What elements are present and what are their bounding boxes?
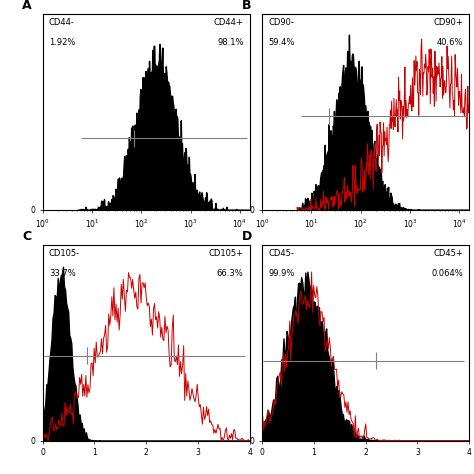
Text: 0.064%: 0.064%: [431, 269, 463, 278]
Text: D: D: [241, 230, 252, 243]
Text: CD44-: CD44-: [49, 18, 75, 27]
Text: CD45+: CD45+: [433, 249, 463, 258]
Text: 1.92%: 1.92%: [49, 38, 75, 47]
Text: B: B: [241, 0, 251, 12]
Text: CD90-: CD90-: [268, 18, 294, 27]
Text: 98.1%: 98.1%: [217, 38, 244, 47]
Text: CD105+: CD105+: [209, 249, 244, 258]
Text: CD45-: CD45-: [268, 249, 294, 258]
Text: 66.3%: 66.3%: [217, 269, 244, 278]
Text: C: C: [22, 230, 31, 243]
Text: 59.4%: 59.4%: [268, 38, 295, 47]
Text: 40.6%: 40.6%: [437, 38, 463, 47]
Text: A: A: [22, 0, 32, 12]
Text: 33.7%: 33.7%: [49, 269, 76, 278]
Text: CD105-: CD105-: [49, 249, 80, 258]
Text: 99.9%: 99.9%: [268, 269, 295, 278]
Text: CD44+: CD44+: [214, 18, 244, 27]
Text: CD90+: CD90+: [433, 18, 463, 27]
